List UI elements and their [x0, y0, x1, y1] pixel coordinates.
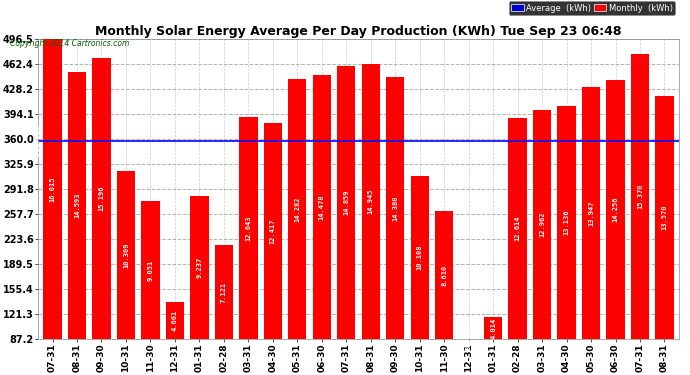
Text: 14.256: 14.256	[613, 197, 618, 222]
Text: 14.478: 14.478	[319, 194, 325, 220]
Text: •358.013: •358.013	[34, 123, 40, 159]
Bar	[411, 176, 429, 339]
Bar	[68, 72, 86, 339]
Bar	[337, 66, 355, 339]
Bar	[509, 118, 526, 339]
Text: 14.380: 14.380	[392, 195, 398, 221]
Bar	[484, 317, 502, 339]
Text: 15.370: 15.370	[637, 184, 643, 209]
Text: 7.121: 7.121	[221, 282, 227, 303]
Text: 4.014: 4.014	[490, 318, 496, 339]
Bar	[141, 201, 159, 339]
Text: 12.643: 12.643	[246, 216, 251, 241]
Text: 12.614: 12.614	[515, 216, 521, 242]
Legend: Average  (kWh), Monthly  (kWh): Average (kWh), Monthly (kWh)	[509, 1, 675, 15]
Text: 9.051: 9.051	[148, 260, 153, 280]
Text: 12.962: 12.962	[539, 212, 545, 237]
Bar	[166, 302, 184, 339]
Text: 14.859: 14.859	[343, 190, 349, 215]
Bar	[117, 171, 135, 339]
Bar	[239, 117, 257, 339]
Text: 9.237: 9.237	[197, 257, 202, 278]
Bar	[264, 123, 282, 339]
Text: 12.417: 12.417	[270, 218, 276, 244]
Bar	[582, 87, 600, 339]
Bar	[43, 39, 61, 339]
Bar	[656, 96, 673, 339]
Bar	[288, 79, 306, 339]
Text: 14.593: 14.593	[74, 193, 80, 218]
Text: 13.570: 13.570	[662, 205, 667, 230]
Bar	[386, 77, 404, 339]
Bar	[215, 245, 233, 339]
Text: 14.945: 14.945	[368, 189, 374, 214]
Text: 14.282: 14.282	[295, 196, 300, 222]
Text: 15.196: 15.196	[99, 186, 104, 211]
Text: 4.661: 4.661	[172, 310, 178, 332]
Bar	[435, 211, 453, 339]
Text: 358.013: 358.013	[682, 125, 688, 157]
Bar	[558, 106, 575, 339]
Bar	[92, 58, 110, 339]
Bar	[607, 80, 624, 339]
Title: Monthly Solar Energy Average Per Day Production (KWh) Tue Sep 23 06:48: Monthly Solar Energy Average Per Day Pro…	[95, 25, 622, 38]
Text: 10.309: 10.309	[123, 243, 129, 268]
Bar	[362, 64, 380, 339]
Text: 13.136: 13.136	[564, 210, 569, 236]
Bar	[313, 75, 331, 339]
Bar	[190, 196, 208, 339]
Bar	[631, 54, 649, 339]
Text: 10.108: 10.108	[417, 245, 423, 270]
Text: Copyright 2014 Cartronics.com: Copyright 2014 Cartronics.com	[10, 39, 130, 48]
Text: 13.947: 13.947	[588, 200, 594, 226]
Text: 8.610: 8.610	[441, 264, 447, 286]
Text: 16.015: 16.015	[50, 176, 55, 202]
Bar	[533, 110, 551, 339]
Text: 3.071: 3.071	[466, 328, 472, 350]
